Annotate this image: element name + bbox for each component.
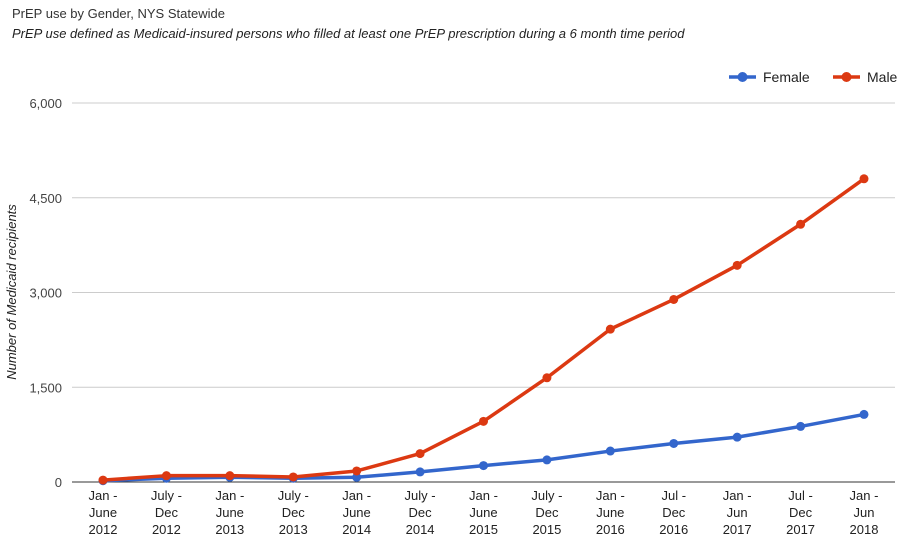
- data-point-female[interactable]: [352, 472, 362, 482]
- data-point-female[interactable]: [732, 432, 742, 442]
- chart-title: PrEP use by Gender, NYS Statewide: [12, 6, 225, 21]
- chart-subtitle: PrEP use defined as Medicaid-insured per…: [12, 26, 685, 41]
- data-point-female[interactable]: [415, 467, 425, 477]
- legend-swatch-marker: [737, 72, 748, 82]
- y-axis-ticks: 0 1,500 3,000 4,500 6,000: [29, 96, 62, 490]
- x-tick-label: Jan -June 2012: [89, 488, 118, 537]
- data-point-female[interactable]: [479, 461, 488, 471]
- x-tick-label: July -Dec 2013: [278, 488, 309, 537]
- x-tick-label: Jan -June 2014: [342, 488, 371, 537]
- data-point-male[interactable]: [542, 373, 552, 383]
- y-tick-label: 6,000: [29, 96, 62, 111]
- data-point-male[interactable]: [605, 324, 615, 334]
- x-axis-ticks: Jan -June 2012 July -Dec 2012 Jan -June 2013 J…: [89, 488, 879, 537]
- data-point-female[interactable]: [605, 446, 615, 456]
- x-tick-label: July -Dec 2015: [531, 488, 562, 537]
- x-tick-label: July -Dec 2012: [151, 488, 182, 537]
- data-point-male[interactable]: [98, 475, 108, 485]
- legend-item-female[interactable]: Female: [729, 69, 810, 85]
- series-layer: [98, 174, 869, 486]
- y-tick-label: 0: [55, 475, 62, 490]
- x-tick-label: Jan -June 2016: [596, 488, 625, 537]
- y-tick-label: 3,000: [29, 286, 62, 301]
- data-point-male[interactable]: [288, 472, 298, 482]
- data-point-male[interactable]: [796, 219, 806, 229]
- x-tick-label: Jan -Jun 2018: [850, 488, 879, 537]
- data-point-male[interactable]: [859, 174, 869, 184]
- x-tick-label: Jan -June 2015: [469, 488, 498, 537]
- x-tick-label: Jan -June 2013: [215, 488, 244, 537]
- legend-label: Male: [867, 69, 898, 85]
- legend-label: Female: [763, 69, 810, 85]
- data-point-male[interactable]: [479, 416, 488, 426]
- data-point-female[interactable]: [542, 455, 552, 465]
- y-axis-label: Number of Medicaid recipients: [4, 204, 19, 380]
- data-point-male[interactable]: [415, 449, 425, 459]
- data-point-male[interactable]: [352, 466, 362, 476]
- y-tick-label: 4,500: [29, 191, 62, 206]
- legend-swatch-marker: [841, 72, 852, 82]
- x-tick-label: Jul -Dec 2017: [786, 488, 815, 537]
- legend-item-male[interactable]: Male: [833, 69, 898, 85]
- data-point-male[interactable]: [225, 471, 235, 481]
- x-tick-label: Jul -Dec 2016: [659, 488, 688, 537]
- data-point-female[interactable]: [859, 409, 869, 419]
- data-point-female[interactable]: [796, 421, 806, 431]
- data-point-male[interactable]: [669, 294, 679, 304]
- x-tick-label: July -Dec 2014: [405, 488, 436, 537]
- data-point-male[interactable]: [161, 471, 171, 481]
- y-tick-label: 1,500: [29, 380, 62, 395]
- data-point-female[interactable]: [669, 438, 679, 448]
- x-tick-label: Jan -Jun 2017: [723, 488, 752, 537]
- data-point-male[interactable]: [732, 260, 742, 270]
- gridlines: [72, 102, 895, 483]
- legend[interactable]: Female Male: [729, 69, 898, 85]
